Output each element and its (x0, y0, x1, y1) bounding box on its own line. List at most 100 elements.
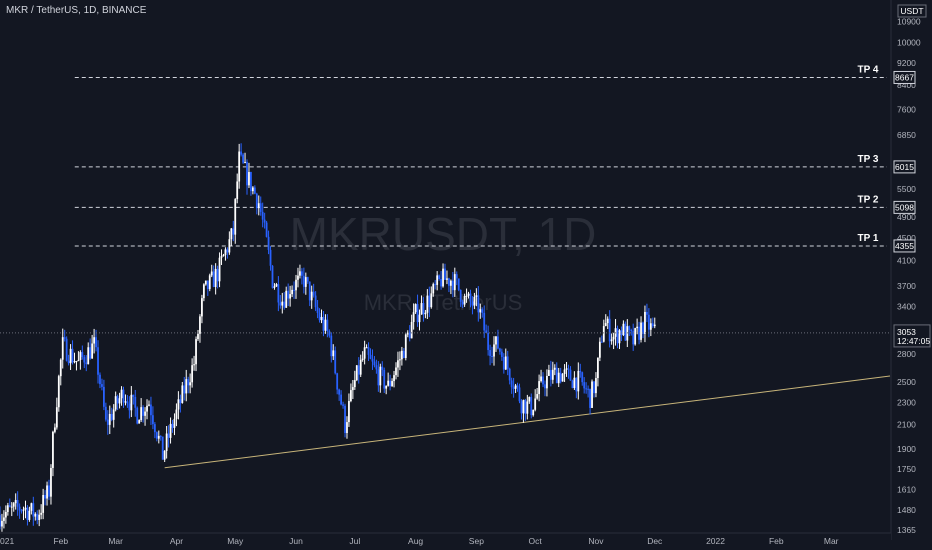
currency-tag (897, 4, 927, 18)
candle-body (263, 219, 266, 223)
candle-body (587, 388, 590, 390)
candle-body (300, 271, 303, 276)
candle-body (173, 418, 176, 428)
candle-body (598, 341, 601, 358)
candle-body (604, 323, 607, 327)
candle-body (14, 499, 17, 504)
candle-body (238, 151, 241, 182)
price-axis[interactable]: 1365148016101750190021002300250028003100… (890, 0, 932, 550)
price-tick-label: 7600 (897, 105, 916, 115)
candle-body (136, 407, 139, 424)
candle-body (148, 404, 150, 406)
candles (0, 143, 656, 532)
candle-body (10, 506, 13, 508)
candle-body (444, 268, 446, 280)
candle-body (226, 249, 229, 253)
candle-body (320, 316, 323, 321)
time-tick-label: Dec (647, 536, 663, 546)
candle-body (212, 271, 215, 288)
candle-body (518, 387, 521, 402)
candle-body (128, 403, 131, 411)
candle-body (26, 507, 29, 520)
candle-body (593, 381, 595, 394)
candle-body (240, 151, 243, 155)
candle-body (351, 387, 354, 391)
candle-body (353, 380, 356, 388)
candle-body (475, 295, 478, 297)
candle-body (195, 339, 197, 365)
candle-body (79, 352, 82, 361)
candle-body (361, 358, 364, 360)
candle-body (532, 409, 535, 416)
candle-body (159, 435, 162, 437)
candle-body (377, 369, 380, 386)
candle-body (359, 359, 362, 375)
candle-body (267, 236, 270, 250)
candle-body (185, 379, 188, 394)
candle-body (306, 277, 309, 282)
candle-body (91, 343, 94, 359)
candle-body (449, 280, 452, 286)
candle-body (251, 187, 254, 192)
candle-body (130, 394, 133, 411)
candle-body (230, 228, 233, 240)
candle-body (373, 361, 376, 366)
candle-body (334, 350, 337, 374)
candle-body (651, 323, 654, 327)
candle-body (642, 322, 644, 334)
candle-body (202, 284, 205, 299)
candle-body (389, 380, 392, 387)
candle-body (4, 511, 7, 518)
candle-body (536, 394, 539, 399)
candle-body (404, 334, 407, 358)
target-level-price: 6015 (895, 162, 914, 172)
chart-title: MKR / TetherUS, 1D, BINANCE (6, 5, 147, 16)
candle-body (116, 396, 119, 404)
candle-body (161, 436, 164, 460)
last-price-value: 3053 (897, 327, 916, 337)
candle-body (422, 303, 425, 315)
candle-body (42, 494, 45, 513)
candle-body (634, 328, 637, 345)
candle-body (451, 280, 454, 291)
candle-body (473, 296, 476, 306)
candle-body (402, 350, 405, 358)
candle-body (99, 374, 101, 385)
candle-body (126, 401, 129, 404)
price-tick-label: 3400 (897, 302, 916, 312)
candle-body (457, 278, 460, 290)
time-axis[interactable]: 021 Feb Mar Apr May Jun Jul Aug Sep Oct Nov Dec 2022… (0, 532, 891, 550)
candle-body (318, 313, 321, 321)
candle-body (273, 286, 276, 288)
target-level-tag (893, 70, 916, 84)
candle-body (199, 316, 201, 334)
candle-body (275, 284, 278, 287)
candle-body (399, 359, 401, 361)
target-level-label: TP 1 (858, 233, 879, 244)
candle-body (177, 399, 180, 410)
candle-body (287, 290, 290, 299)
candle-body (393, 375, 395, 382)
candle-body (483, 312, 486, 331)
candle-body (595, 378, 597, 394)
candle-body (97, 347, 99, 375)
candle-body (224, 249, 227, 255)
candle-body (12, 503, 15, 507)
candle-body (616, 328, 619, 344)
candle-body (291, 289, 293, 295)
candle-body (322, 316, 325, 331)
candle-body (257, 203, 260, 209)
candle-body (146, 405, 148, 412)
candle-body (183, 385, 186, 394)
candle-body (397, 360, 399, 368)
trendline[interactable] (164, 375, 891, 469)
candle-body (406, 332, 409, 335)
candle-body (479, 309, 482, 313)
candle-body (59, 359, 62, 377)
candle-body (232, 228, 235, 235)
candle-body (412, 312, 415, 322)
price-tick-label: 1480 (897, 505, 916, 515)
candle-body (514, 385, 517, 389)
price-tick-label: 2800 (897, 349, 916, 359)
